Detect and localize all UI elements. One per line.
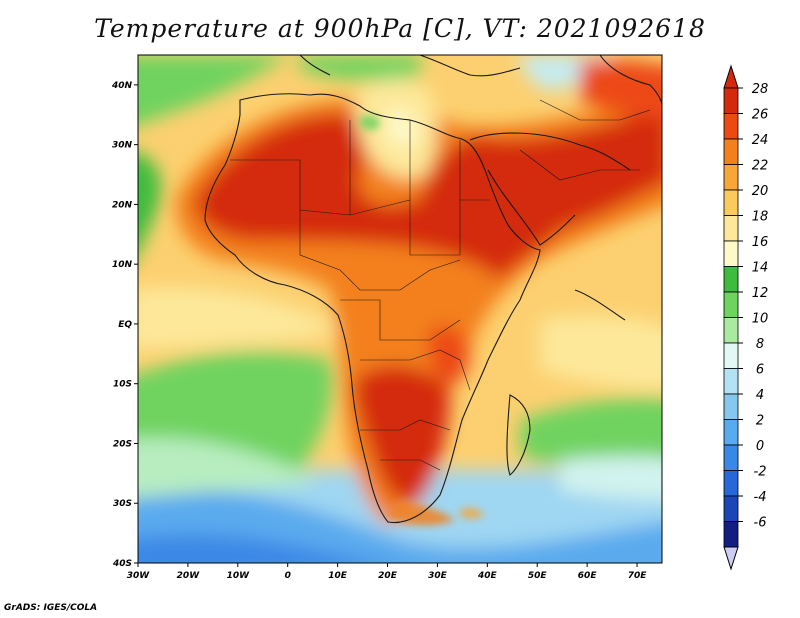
colorbar-label: -4	[754, 490, 767, 505]
colorbar-swatch	[723, 495, 739, 522]
longitude-tick-label: 10E	[328, 571, 348, 581]
credit-label: GrADS: IGES/COLA	[4, 603, 98, 613]
colorbar-label: 4	[756, 388, 764, 403]
longitude-tick-label: 30W	[127, 571, 151, 581]
latitude-tick-label: 10S	[113, 380, 132, 390]
colorbar-swatch	[723, 215, 739, 242]
colorbar-label: 8	[756, 337, 764, 352]
colorbar-label: -6	[754, 516, 767, 531]
colorbar-swatch	[723, 317, 739, 344]
longitude-tick-label: 0	[285, 571, 291, 581]
colorbar-label: 10	[752, 312, 769, 327]
latitude-tick-label: 10N	[112, 260, 133, 270]
longitude-tick-label: 40E	[477, 571, 498, 581]
colorbar-swatch	[723, 240, 739, 267]
colorbar-swatch	[723, 113, 739, 140]
plot-frame	[137, 54, 663, 564]
colorbar-swatch	[723, 164, 739, 191]
colorbar-swatch	[723, 138, 739, 165]
longitude-tick-label: 20E	[378, 571, 398, 581]
colorbar-bottom-arrow	[723, 546, 739, 571]
colorbar-swatch	[723, 393, 739, 420]
colorbar-label: 14	[752, 261, 769, 276]
country-borders	[230, 99, 651, 471]
latitude-tick-label: EQ	[118, 320, 132, 330]
map-title: Temperature at 900hPa [C], VT: 202109261…	[94, 14, 706, 43]
latitude-tick-label: 20S	[113, 439, 132, 449]
colorbar-label: 16	[752, 235, 769, 250]
colorbar-label: 6	[756, 363, 764, 378]
colorbar-swatch	[723, 419, 739, 446]
latitude-axis: 40N 30N 20N 10N EQ 10S 20S 30S 40S	[111, 81, 138, 569]
colorbar-swatch	[723, 444, 739, 471]
temperature-field	[138, 55, 662, 563]
colorbar-swatch	[723, 342, 739, 369]
colorbar-swatch	[723, 291, 739, 318]
colorbar-label: 22	[752, 159, 769, 174]
longitude-tick-label: 50E	[528, 571, 548, 581]
latitude-tick-label: 30N	[112, 141, 133, 151]
colorbar-label: 12	[752, 286, 769, 301]
coastlines	[204, 55, 662, 524]
colorbar-swatch	[723, 87, 739, 114]
colorbar-swatch	[723, 521, 739, 548]
longitude-tick-label: 30E	[428, 571, 448, 581]
longitude-tick-label: 70E	[628, 571, 648, 581]
colorbar-swatch	[723, 368, 739, 395]
colorbar-swatch	[723, 266, 739, 293]
colorbar-label: 26	[752, 108, 769, 123]
colorbar-label: 24	[752, 133, 769, 148]
colorbar-swatch	[723, 189, 739, 216]
latitude-tick-label: 20N	[112, 200, 133, 210]
longitude-axis: 30W 20W 10W 0 10E 20E 30E 40E 50E 60E 70E	[127, 563, 647, 581]
colorbar-label: 18	[752, 210, 769, 225]
colorbar-top-arrow	[723, 64, 739, 89]
colorbar-label: -2	[754, 465, 767, 480]
longitude-tick-label: 20W	[177, 571, 201, 581]
colorbar-label: 28	[752, 82, 769, 97]
latitude-tick-label: 40S	[112, 559, 132, 569]
colorbar-label: 20	[752, 184, 769, 199]
latitude-tick-label: 30S	[113, 499, 132, 509]
latitude-tick-label: 40N	[111, 81, 133, 91]
longitude-tick-label: 10W	[227, 571, 251, 581]
colorbar-label: 2	[756, 414, 764, 429]
longitude-tick-label: 60E	[578, 571, 598, 581]
colorbar-label: 0	[756, 439, 764, 454]
colorbar-swatch	[723, 470, 739, 497]
